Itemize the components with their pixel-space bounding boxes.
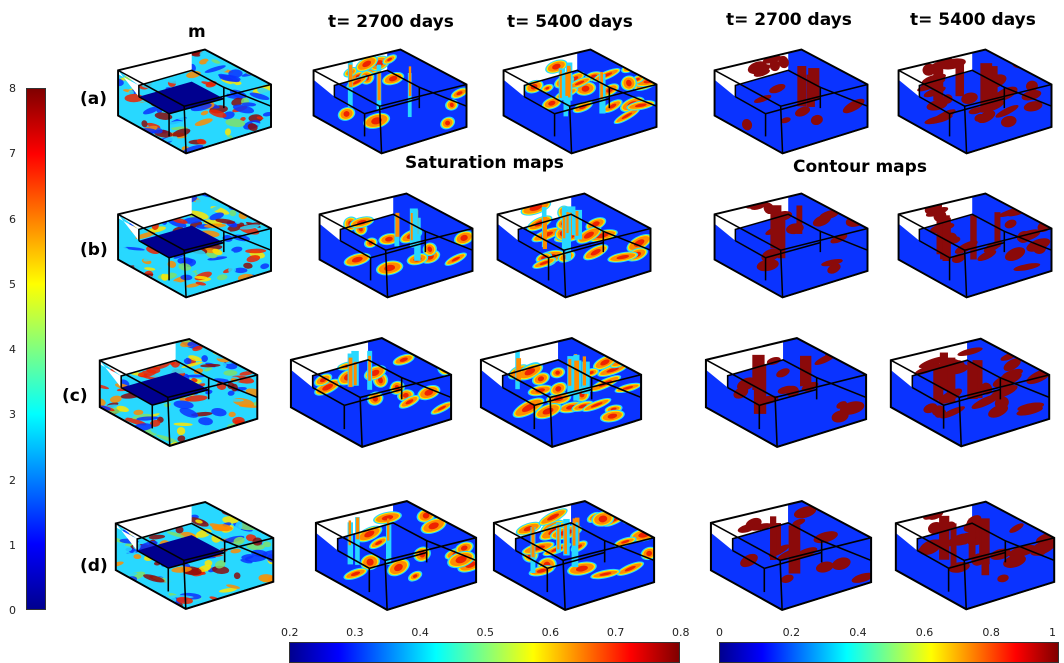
- contour-colorbar-tick: 1: [1049, 626, 1056, 639]
- header-m: m: [188, 22, 206, 42]
- m-colorbar: [26, 88, 46, 610]
- sat-panel: [479, 337, 643, 448]
- sat-panel: [492, 500, 656, 611]
- m-panel: [114, 500, 275, 611]
- saturation-maps-title: Saturation maps: [405, 153, 564, 173]
- m-colorbar-tick: 8: [9, 82, 16, 95]
- m-panel: [117, 48, 272, 155]
- con-panel: [894, 500, 1056, 611]
- header-saturation-t5400: t= 5400 days: [507, 12, 633, 32]
- header-contour-t5400: t= 5400 days: [910, 10, 1036, 30]
- con-panel: [713, 48, 869, 155]
- m-colorbar-tick: 1: [9, 538, 16, 552]
- m-colorbar-tick: 7: [9, 147, 16, 161]
- con-panel: [709, 500, 873, 611]
- m-colorbar-tick: 5: [9, 277, 16, 291]
- saturation-colorbar-tick: 0.4: [411, 626, 429, 639]
- contour-maps-title: Contour maps: [793, 157, 927, 177]
- m-colorbar-tick: 0: [9, 604, 16, 617]
- m-colorbar-tick: 4: [9, 343, 16, 356]
- m-panel: [98, 337, 259, 448]
- row-label-a: (a): [80, 89, 108, 109]
- contour-colorbar-tick: 0.6: [915, 626, 934, 639]
- sat-panel: [318, 192, 474, 299]
- m-colorbar-tick: 6: [9, 212, 16, 226]
- saturation-colorbar-tick: 0.2: [281, 626, 299, 639]
- saturation-colorbar-tick: 0.3: [346, 626, 364, 639]
- sat-panel: [314, 500, 478, 611]
- saturation-colorbar-tick: 0.5: [476, 626, 495, 639]
- row-label-c: (c): [62, 386, 88, 406]
- con-panel: [897, 48, 1053, 155]
- m-colorbar-tick: 2: [9, 473, 16, 487]
- sat-panel: [312, 48, 468, 155]
- contour-colorbar: [719, 642, 1059, 663]
- sat-panel: [289, 337, 453, 448]
- row-label-d: (d): [80, 556, 108, 576]
- saturation-colorbar-tick: 0.6: [541, 626, 560, 639]
- saturation-colorbar-tick: 0.8: [672, 626, 690, 639]
- saturation-colorbar-tick: 0.7: [606, 626, 625, 639]
- con-panel: [889, 337, 1051, 448]
- contour-colorbar-tick: 0.4: [849, 626, 867, 639]
- contour-colorbar-tick: 0: [716, 626, 723, 639]
- header-contour-t2700: t= 2700 days: [726, 10, 852, 30]
- contour-colorbar-tick: 0.2: [782, 626, 801, 639]
- con-panel: [704, 337, 868, 448]
- sat-panel: [502, 48, 658, 155]
- contour-colorbar-tick: 0.8: [982, 626, 1000, 639]
- m-panel: [117, 192, 272, 299]
- con-panel: [897, 192, 1053, 299]
- sat-panel: [496, 192, 652, 299]
- con-panel: [713, 192, 869, 299]
- saturation-colorbar: [289, 642, 680, 663]
- m-colorbar-tick: 3: [9, 408, 16, 422]
- row-label-b: (b): [80, 240, 108, 260]
- header-saturation-t2700: t= 2700 days: [328, 12, 454, 32]
